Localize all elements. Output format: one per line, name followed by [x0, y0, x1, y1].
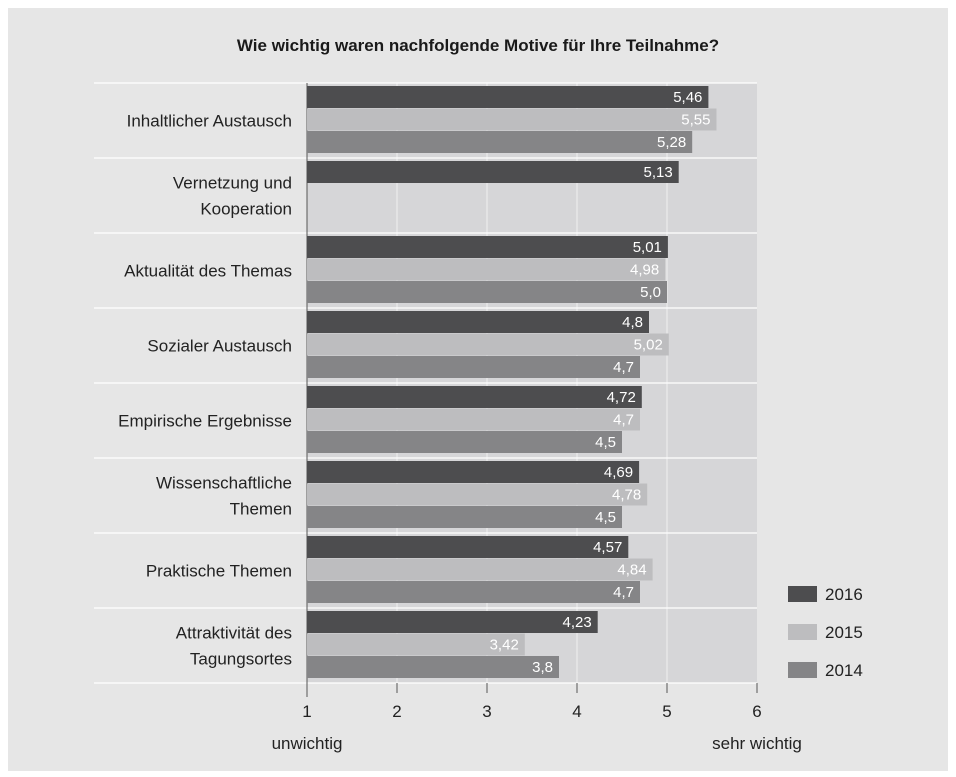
category-label: Themen	[230, 500, 292, 519]
bar-2014	[307, 281, 667, 303]
bar-value-label: 3,8	[532, 659, 553, 676]
bar-value-label: 4,7	[613, 359, 634, 376]
bar-value-label: 5,0	[640, 284, 661, 301]
bar-value-label: 5,55	[681, 112, 710, 129]
legend-swatch-2016	[788, 586, 817, 602]
bar-2015	[307, 108, 717, 131]
x-tick-label: 2	[392, 702, 401, 721]
bar-2015	[307, 258, 666, 281]
bar-2014	[307, 656, 559, 678]
bar-value-label: 4,8	[622, 314, 643, 331]
bar-value-label: 4,57	[593, 539, 622, 556]
bar-2014	[307, 506, 622, 528]
category-label: Wissenschaftliche	[156, 474, 292, 493]
bar-2014	[307, 131, 693, 153]
bar-value-label: 4,5	[595, 509, 616, 526]
bar-2016	[307, 161, 679, 183]
category-label: Aktualität des Themas	[124, 262, 292, 281]
bar-2016	[307, 386, 642, 408]
x-tick-label: 6	[752, 702, 761, 721]
bar-value-label: 5,46	[673, 89, 702, 106]
category-label: Attraktivität des	[176, 624, 292, 643]
bar-value-label: 3,42	[490, 637, 519, 654]
chart-title: Wie wichtig waren nachfolgende Motive fü…	[236, 36, 720, 55]
bar-value-label: 4,78	[612, 487, 641, 504]
bar-2016	[307, 611, 598, 633]
bar-value-label: 5,02	[634, 337, 663, 354]
bar-2015	[307, 333, 669, 356]
bar-2015	[307, 558, 653, 581]
bar-value-label: 5,01	[633, 239, 662, 256]
bar-value-label: 4,23	[562, 614, 591, 631]
bar-2014	[307, 356, 640, 378]
bar-2015	[307, 483, 648, 506]
category-label: Sozialer Austausch	[147, 337, 292, 356]
category-label: Praktische Themen	[146, 562, 292, 581]
bar-2016	[307, 311, 649, 333]
bar-2015	[307, 633, 525, 656]
category-label: Vernetzung und	[173, 174, 292, 193]
bar-value-label: 4,72	[607, 389, 636, 406]
bar-2016	[307, 236, 668, 258]
bar-2016	[307, 86, 709, 108]
bar-value-label: 5,13	[643, 164, 672, 181]
legend-swatch-2015	[788, 624, 817, 640]
bar-value-label: 4,5	[595, 434, 616, 451]
bar-value-label: 4,7	[613, 412, 634, 429]
scale-low-label: unwichtig	[272, 734, 343, 753]
bar-value-label: 5,28	[657, 134, 686, 151]
legend-label-2014: 2014	[825, 661, 863, 680]
x-tick-label: 1	[302, 702, 311, 721]
bar-2014	[307, 431, 622, 453]
bar-2015	[307, 408, 640, 431]
scale-high-label: sehr wichtig	[712, 734, 802, 753]
bar-value-label: 4,84	[617, 562, 646, 579]
category-label: Tagungsortes	[190, 650, 292, 669]
bar-value-label: 4,7	[613, 584, 634, 601]
bar-value-label: 4,69	[604, 464, 633, 481]
legend-label-2016: 2016	[825, 585, 863, 604]
bar-2016	[307, 536, 629, 558]
category-label: Inhaltlicher Austausch	[127, 112, 292, 131]
bar-value-label: 4,98	[630, 262, 659, 279]
x-tick-label: 5	[662, 702, 671, 721]
category-label: Kooperation	[200, 200, 292, 219]
x-tick-label: 4	[572, 702, 581, 721]
bar-2014	[307, 581, 640, 603]
x-tick-label: 3	[482, 702, 491, 721]
category-label: Empirische Ergebnisse	[118, 412, 292, 431]
bar-2016	[307, 461, 640, 483]
legend-label-2015: 2015	[825, 623, 863, 642]
legend-swatch-2014	[788, 662, 817, 678]
